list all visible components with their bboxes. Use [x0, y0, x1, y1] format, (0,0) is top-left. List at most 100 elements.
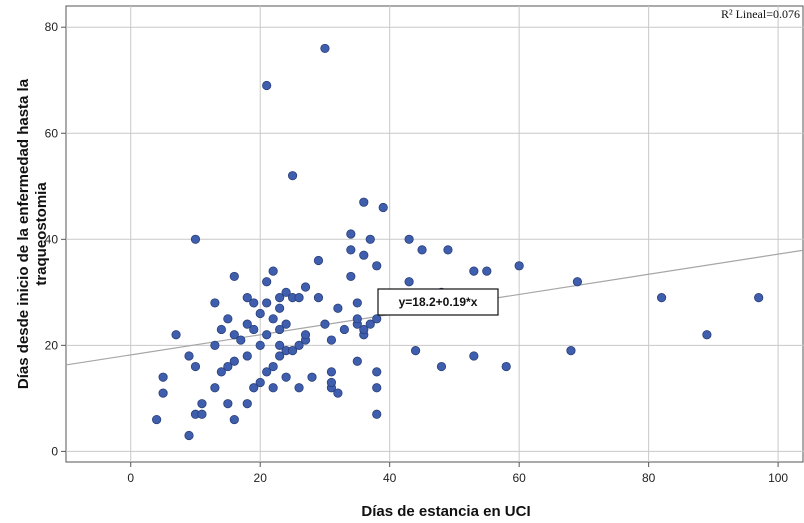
- data-point: [572, 277, 583, 287]
- y-axis-title: Días desde inicio de la enfermedad hasta…: [15, 78, 50, 389]
- data-point: [262, 367, 272, 377]
- data-point: [346, 271, 356, 282]
- data-point: [255, 308, 265, 319]
- data-point: [275, 324, 285, 335]
- x-axis-title: Días de estancia en UCI: [361, 503, 530, 520]
- data-point: [307, 372, 317, 382]
- data-point: [359, 197, 369, 207]
- data-point: [216, 324, 226, 335]
- data-point: [326, 377, 337, 388]
- data-point: [514, 261, 524, 271]
- data-point: [287, 171, 298, 181]
- data-point: [184, 430, 194, 441]
- data-point: [262, 277, 272, 287]
- data-point: [365, 234, 375, 244]
- data-point: [223, 399, 233, 409]
- x-tick-label: 40: [383, 471, 397, 485]
- data-point: [326, 335, 337, 345]
- data-point: [184, 351, 194, 361]
- y-tick-label: 80: [45, 20, 59, 34]
- data-point: [242, 399, 252, 409]
- data-point: [249, 298, 259, 308]
- r-squared-label: R² Lineal=0.076: [721, 7, 800, 21]
- data-point: [359, 324, 369, 335]
- data-point: [378, 202, 388, 213]
- data-point: [249, 383, 259, 393]
- data-point: [566, 346, 576, 356]
- data-point: [255, 377, 265, 388]
- data-point: [294, 340, 304, 350]
- data-point: [333, 303, 343, 313]
- data-point: [210, 383, 220, 393]
- y-tick-label: 40: [45, 232, 59, 246]
- data-point: [352, 298, 362, 308]
- y-tick-labels: 0 20 40 60 80: [45, 20, 59, 458]
- data-point: [443, 245, 453, 255]
- data-point: [229, 271, 239, 282]
- data-point: [242, 351, 252, 361]
- data-point: [268, 383, 278, 393]
- data-point: [190, 234, 201, 244]
- data-point: [287, 346, 298, 356]
- data-point: [404, 277, 414, 287]
- data-point: [242, 319, 252, 329]
- data-point: [294, 383, 304, 393]
- data-point: [281, 287, 291, 297]
- data-point: [313, 293, 324, 303]
- data-point: [333, 388, 343, 398]
- data-point: [197, 409, 207, 419]
- data-point: [262, 298, 272, 308]
- data-point: [326, 367, 337, 377]
- data-point: [417, 245, 427, 255]
- data-point: [300, 282, 311, 292]
- data-point: [320, 43, 330, 54]
- data-point: [469, 351, 479, 361]
- data-point: [482, 266, 492, 276]
- data-point: [281, 319, 291, 329]
- data-point: [352, 314, 362, 324]
- x-tick-label: 0: [127, 471, 134, 485]
- data-point: [236, 335, 246, 345]
- data-point: [262, 330, 272, 340]
- x-tick-label: 60: [512, 471, 526, 485]
- data-point: [242, 293, 252, 303]
- data-point: [268, 266, 278, 276]
- data-point: [702, 330, 712, 340]
- data-point: [152, 414, 162, 425]
- y-axis-title-line-2: traqueostomia: [33, 182, 50, 286]
- data-point: [210, 298, 220, 308]
- data-point: [372, 261, 382, 271]
- y-tick-label: 60: [45, 126, 59, 140]
- data-point: [229, 414, 239, 425]
- x-tick-label: 80: [642, 471, 656, 485]
- data-point: [313, 255, 324, 266]
- data-point: [372, 383, 382, 393]
- data-point: [158, 388, 168, 398]
- data-point: [223, 314, 233, 324]
- data-point: [275, 351, 285, 361]
- data-point: [249, 324, 259, 335]
- data-point: [268, 314, 278, 324]
- x-tick-label: 100: [768, 471, 788, 485]
- data-point: [469, 266, 479, 276]
- data-point: [410, 346, 421, 356]
- data-point: [216, 367, 226, 377]
- data-point: [210, 340, 220, 350]
- fit-equation-box: y=18.2+0.19*x: [377, 288, 499, 316]
- data-point: [255, 340, 265, 350]
- y-tick-label: 0: [51, 444, 58, 458]
- data-point: [300, 330, 311, 340]
- data-points: [152, 43, 764, 441]
- y-tick-label: 20: [45, 338, 59, 352]
- x-tick-labels: 0 20 40 60 80 100: [127, 471, 788, 485]
- data-point: [320, 319, 330, 329]
- data-point: [294, 293, 304, 303]
- data-point: [365, 319, 375, 329]
- data-point: [754, 293, 764, 303]
- x-tick-label: 20: [254, 471, 268, 485]
- data-point: [436, 361, 447, 372]
- data-point: [229, 330, 239, 340]
- fit-equation-frame: [377, 288, 499, 316]
- data-point: [359, 250, 369, 260]
